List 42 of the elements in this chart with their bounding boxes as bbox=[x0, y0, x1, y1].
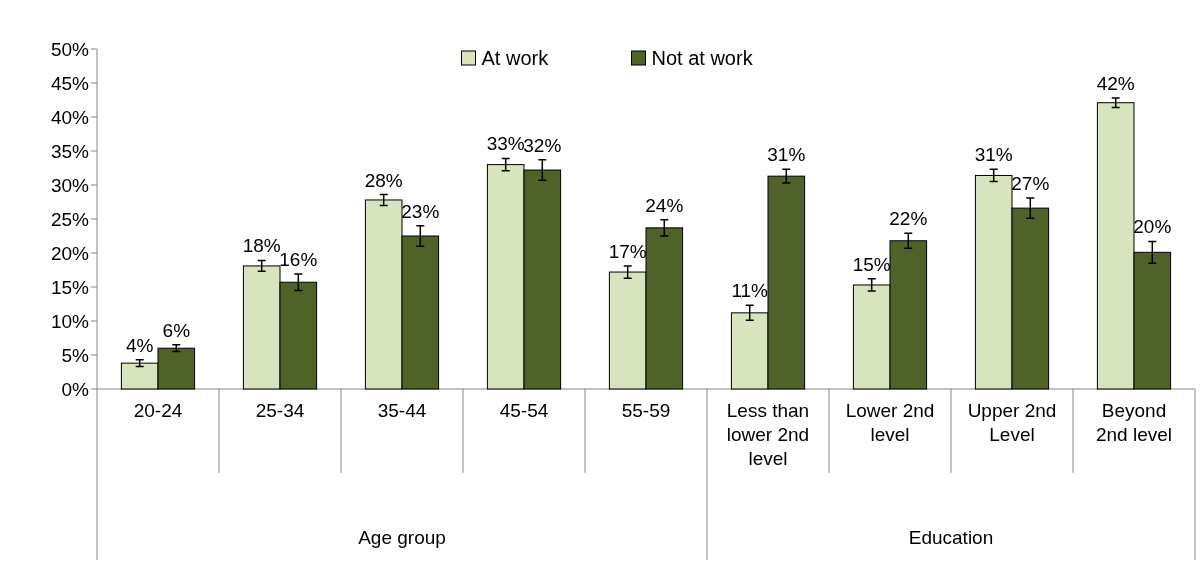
x-tick-label: Less than lower 2nd level bbox=[726, 400, 810, 469]
legend-label: Not at work bbox=[651, 47, 754, 69]
text: Education bbox=[908, 527, 994, 548]
text: Age group bbox=[358, 527, 446, 548]
data-label: 42% bbox=[1096, 72, 1135, 94]
data-label: 15% bbox=[852, 253, 891, 275]
y-tick-label: 30% bbox=[50, 174, 90, 196]
x-tick-label: 20-24 bbox=[133, 400, 183, 421]
data-label: 20% bbox=[1133, 216, 1172, 238]
x-tick-label: 45-54 bbox=[499, 400, 549, 421]
y-tick-label: 15% bbox=[50, 276, 90, 298]
data-label: 16% bbox=[279, 249, 318, 271]
x-tick-label: 35-44 bbox=[377, 400, 427, 421]
data-label: 18% bbox=[242, 235, 281, 257]
data-label: 4% bbox=[125, 334, 154, 356]
data-label: 22% bbox=[889, 208, 928, 230]
data-label: 23% bbox=[401, 200, 440, 222]
x-tick-label: Upper 2nd Level bbox=[967, 400, 1057, 445]
data-label: 17% bbox=[608, 240, 647, 262]
y-tick-label: 40% bbox=[50, 106, 90, 128]
y-tick-label: 25% bbox=[50, 208, 90, 230]
data-label: 32% bbox=[523, 134, 562, 156]
data-label: 6% bbox=[162, 319, 191, 341]
y-tick-label: 45% bbox=[50, 72, 90, 94]
data-label: 33% bbox=[486, 133, 525, 155]
data-label: 27% bbox=[1011, 172, 1050, 194]
y-tick-label: 0% bbox=[61, 378, 90, 400]
data-label: 31% bbox=[767, 144, 806, 166]
data-label: 24% bbox=[645, 194, 684, 216]
data-label: 11% bbox=[731, 280, 769, 302]
y-tick-label: 20% bbox=[50, 242, 90, 264]
x-tick-label: 25-34 bbox=[255, 400, 305, 421]
x-tick-label: Lower 2nd level bbox=[845, 400, 935, 445]
data-label: 31% bbox=[974, 144, 1013, 166]
x-tick-label: 55-59 bbox=[621, 400, 671, 421]
x-tick-label: Beyond 2nd level bbox=[1095, 400, 1173, 445]
y-tick-label: 35% bbox=[50, 140, 90, 162]
y-tick-label: 50% bbox=[50, 38, 90, 60]
legend-label: At work bbox=[481, 47, 550, 69]
y-tick-label: 5% bbox=[61, 344, 90, 366]
y-tick-label: 10% bbox=[50, 310, 90, 332]
data-label: 28% bbox=[364, 169, 403, 191]
